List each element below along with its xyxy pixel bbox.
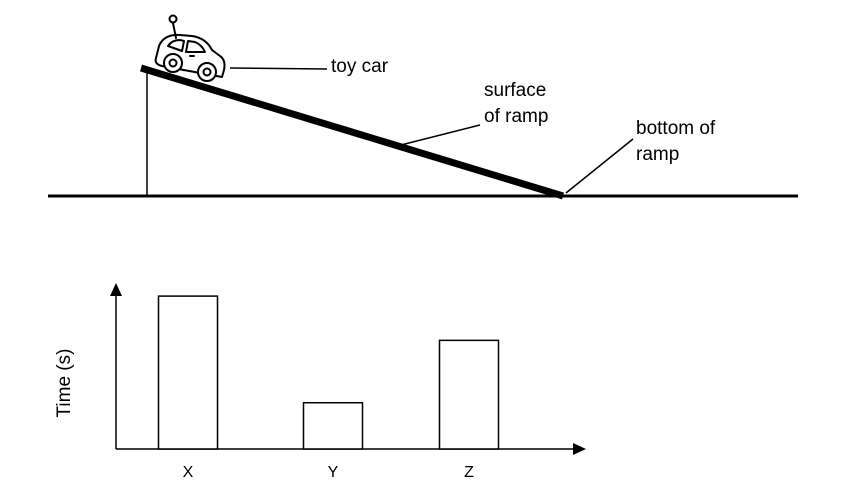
bottom-leader-line: [565, 138, 634, 194]
y-axis-label: Time (s): [54, 349, 75, 418]
toy-car-leader-line: [229, 67, 328, 70]
surface-label-line2: of ramp: [484, 106, 548, 127]
bar-z: [438, 339, 500, 450]
bar-x: [157, 295, 219, 450]
x-axis-arrowhead: [573, 443, 586, 455]
bottom-label-line2: ramp: [636, 144, 679, 165]
x-tick-labels: X Y Z: [183, 464, 474, 481]
ramp-diagram: toy car surface of ramp bottom of ramp: [48, 14, 798, 200]
bar-chart: Time (s) X Y Z: [54, 283, 586, 481]
surface-leader-line: [396, 124, 481, 147]
x-tick-label-z: Z: [464, 464, 474, 481]
bottom-label-line1: bottom of: [636, 118, 716, 139]
surface-label-line1: surface: [484, 80, 546, 101]
bars-group: [157, 295, 500, 450]
x-tick-label-y: Y: [328, 464, 339, 481]
y-axis-arrowhead: [110, 283, 122, 296]
toy-car-label: toy car: [331, 56, 389, 77]
x-tick-label-x: X: [183, 464, 194, 481]
toy-car-icon: [154, 14, 226, 82]
ramp-surface: [139, 64, 565, 200]
bar-y: [302, 401, 364, 450]
